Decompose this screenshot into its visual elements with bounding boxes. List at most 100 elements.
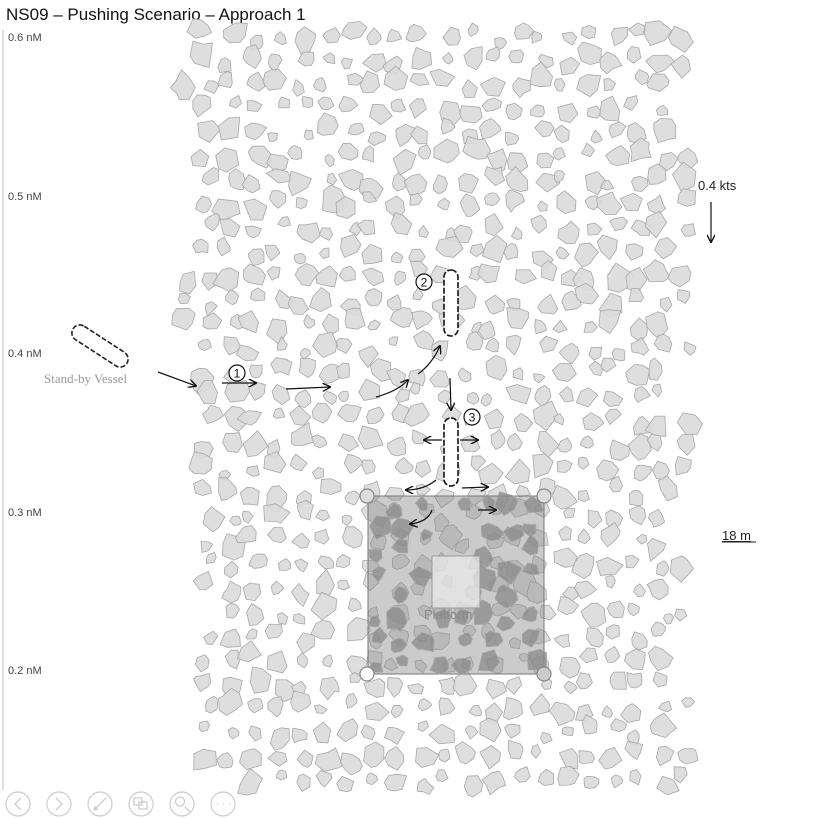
ice-floe <box>673 766 688 784</box>
ice-floe <box>458 367 472 383</box>
ice-floe <box>647 163 667 185</box>
ice-floe <box>515 484 532 498</box>
ice-floe <box>510 226 523 240</box>
ice-floe <box>266 650 288 674</box>
ice-floe <box>452 669 478 697</box>
ice-floe <box>464 725 479 740</box>
ice-floe <box>236 640 262 663</box>
ice-floe <box>219 628 241 648</box>
ice-floe <box>479 717 502 743</box>
ice-floe <box>602 390 624 407</box>
ice-floe <box>179 270 197 295</box>
ice-floe <box>245 465 260 477</box>
step-marker-2: 2 <box>415 273 433 291</box>
ice-floe <box>514 269 537 285</box>
ice-floe <box>625 243 644 261</box>
ice-floe <box>416 777 435 795</box>
ice-floe <box>250 287 266 302</box>
ice-floe <box>533 373 546 384</box>
ice-floe <box>588 346 603 361</box>
ice-floe <box>267 696 284 718</box>
ice-floe <box>274 31 287 46</box>
ice-floe <box>266 266 281 281</box>
ice-floe <box>243 198 268 221</box>
ice-floe <box>248 381 266 401</box>
platform-ice-floes <box>367 491 548 676</box>
ice-floe <box>313 704 328 714</box>
ice-floe <box>337 142 359 161</box>
ice-floe <box>386 28 403 43</box>
ice-floe <box>676 412 703 436</box>
ice-floe <box>384 745 405 771</box>
ice-floe <box>429 68 456 87</box>
ice-floe <box>648 357 663 381</box>
ice-floe <box>361 53 388 73</box>
ice-floe <box>412 330 435 351</box>
ice-floe <box>366 772 379 786</box>
ice-floe <box>215 147 240 173</box>
ice-floe <box>604 645 621 663</box>
ice-floe <box>437 197 451 211</box>
ice-floe <box>335 337 353 354</box>
ice-floe <box>575 672 593 690</box>
ice-floe <box>451 657 472 676</box>
ice-floe <box>347 617 371 642</box>
ice-floe <box>195 195 212 214</box>
ice-floe <box>385 502 403 520</box>
more-icon[interactable] <box>210 791 236 817</box>
ice-floe <box>497 560 523 586</box>
ice-floe <box>552 484 578 510</box>
step-marker-3: 3 <box>463 408 481 426</box>
ice-floe <box>293 252 306 265</box>
ice-floe <box>193 748 217 771</box>
ice-floe <box>235 344 260 362</box>
ice-floe <box>188 451 213 475</box>
zoom-icon[interactable] <box>169 791 195 817</box>
ice-floe <box>386 606 408 633</box>
ice-floe <box>537 293 559 315</box>
ice-floe <box>287 296 310 315</box>
ice-floe <box>211 267 240 293</box>
ice-floe <box>459 193 481 218</box>
pen-icon[interactable] <box>87 791 113 817</box>
ice-floe <box>272 407 286 419</box>
ice-floe <box>294 262 320 287</box>
ice-floe <box>644 415 667 437</box>
ice-floe <box>457 497 471 512</box>
ice-floe <box>433 607 452 629</box>
ice-floe <box>318 247 330 259</box>
previous-icon[interactable] <box>5 791 31 817</box>
ice-floe <box>557 596 580 616</box>
ice-floe <box>461 78 478 99</box>
ice-floe <box>358 378 381 401</box>
ice-floe <box>553 124 570 144</box>
ice-floe <box>463 46 483 71</box>
ice-floe <box>580 602 606 628</box>
ice-floe <box>262 69 287 91</box>
ice-floe <box>344 490 361 506</box>
ice-floe <box>620 703 642 723</box>
next-icon[interactable] <box>46 791 72 817</box>
ice-floe <box>390 99 407 113</box>
ice-floe <box>457 632 473 647</box>
ice-floe <box>628 287 645 303</box>
ice-floe <box>371 626 389 644</box>
ice-floe <box>482 234 508 264</box>
ice-floe <box>236 767 264 796</box>
ice-floe <box>431 340 449 362</box>
ice-floe <box>505 676 523 695</box>
ice-floe <box>193 479 212 496</box>
ice-floe <box>556 459 573 473</box>
ice-floe <box>652 671 668 688</box>
ice-floe <box>390 538 409 554</box>
ice-floe <box>468 704 482 717</box>
slides-icon[interactable] <box>128 791 154 817</box>
ice-floe <box>360 724 376 741</box>
ice-floe <box>521 523 537 537</box>
ice-floe <box>627 603 640 617</box>
ice-floe <box>634 69 650 86</box>
ice-floe <box>505 189 526 213</box>
ice-floe <box>586 222 603 236</box>
ice-floe <box>309 286 332 313</box>
ice-floe <box>454 741 476 765</box>
